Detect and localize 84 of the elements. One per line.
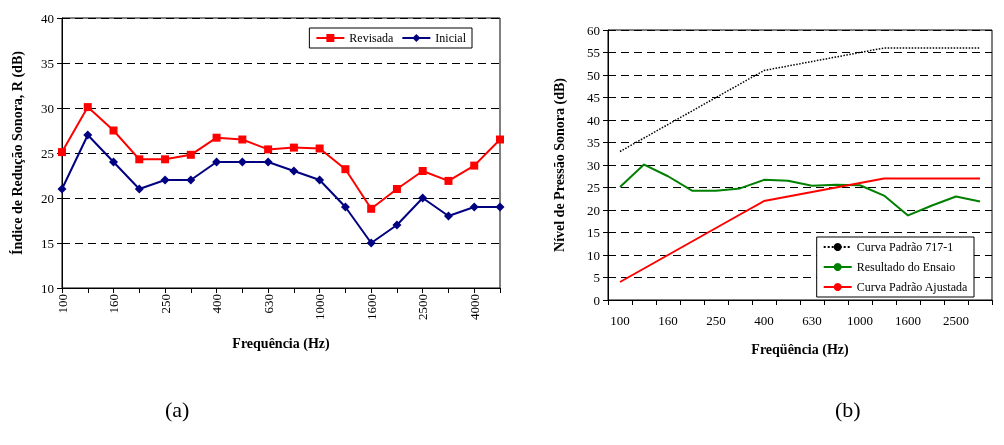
x-tick-label: 2500 bbox=[415, 294, 431, 320]
x-tick-label: 100 bbox=[54, 294, 70, 314]
y-tick-label: 55 bbox=[587, 45, 600, 60]
x-axis-title: Frequência (Hz) bbox=[232, 335, 330, 352]
point bbox=[392, 185, 401, 193]
x-tick-label: 4000 bbox=[466, 294, 482, 320]
point bbox=[469, 202, 479, 212]
point bbox=[315, 144, 324, 153]
point bbox=[238, 135, 247, 144]
x-tick-label: 160 bbox=[106, 294, 122, 314]
y-tick-label: 10 bbox=[41, 280, 54, 296]
x-tick-label: 630 bbox=[802, 313, 822, 328]
point bbox=[418, 167, 427, 175]
point bbox=[495, 202, 505, 212]
x-tick-label: 630 bbox=[260, 294, 276, 314]
point bbox=[470, 161, 479, 170]
y-tick-label: 50 bbox=[587, 67, 600, 83]
y-tick-label: 30 bbox=[587, 157, 600, 173]
point bbox=[161, 155, 170, 164]
line-series bbox=[619, 163, 981, 217]
point bbox=[392, 220, 402, 230]
y-tick-label: 35 bbox=[587, 135, 600, 150]
point bbox=[341, 165, 350, 174]
point bbox=[83, 130, 93, 140]
legend-label: Revisada bbox=[349, 31, 395, 45]
point bbox=[109, 157, 119, 167]
point bbox=[58, 148, 66, 157]
point bbox=[83, 103, 92, 112]
legend-label: Curva Padrão 717-1 bbox=[856, 240, 954, 254]
y-tick-label: 60 bbox=[587, 22, 600, 38]
point bbox=[289, 166, 299, 176]
y-tick-label: 35 bbox=[41, 55, 54, 71]
y-tick-label: 5 bbox=[593, 270, 600, 285]
legend-label: Curva Padrão Ajustada bbox=[856, 280, 969, 294]
y-tick-label: 45 bbox=[587, 90, 600, 105]
point bbox=[109, 126, 118, 135]
y-tick-label: 25 bbox=[587, 180, 600, 195]
x-tick-label: 1000 bbox=[312, 294, 328, 320]
point bbox=[57, 184, 67, 194]
point bbox=[135, 155, 144, 164]
y-tick-label: 15 bbox=[41, 235, 54, 251]
y-tick-label: 0 bbox=[593, 292, 600, 308]
point bbox=[134, 184, 144, 194]
y-axis-title: Nível de Pressão Sonora (dB) bbox=[551, 77, 568, 252]
y-tick-label: 10 bbox=[587, 247, 600, 263]
x-axis-title: Freqüência (Hz) bbox=[751, 341, 849, 358]
point bbox=[212, 133, 221, 142]
point bbox=[289, 143, 298, 152]
point bbox=[443, 211, 453, 221]
point bbox=[186, 150, 195, 159]
point bbox=[418, 193, 428, 203]
y-tick-label: 20 bbox=[587, 202, 600, 218]
x-tick-label: 100 bbox=[610, 313, 630, 328]
line-series bbox=[619, 177, 981, 283]
y-tick-label: 20 bbox=[41, 190, 54, 206]
point bbox=[186, 175, 196, 185]
point bbox=[315, 175, 325, 185]
y-tick-label: 30 bbox=[41, 100, 54, 116]
legend-label: Resultado do Ensaio bbox=[856, 260, 956, 274]
point bbox=[264, 145, 273, 154]
point bbox=[444, 176, 453, 185]
text: (b) bbox=[835, 396, 861, 422]
x-tick-label: 1600 bbox=[895, 313, 921, 328]
text: (a) bbox=[165, 396, 190, 422]
y-tick-label: 40 bbox=[587, 112, 600, 128]
point bbox=[160, 175, 170, 185]
y-tick-label: 40 bbox=[41, 10, 54, 26]
x-tick-label: 1000 bbox=[847, 313, 873, 328]
x-tick-label: 250 bbox=[706, 313, 726, 328]
x-tick-label: 1600 bbox=[363, 294, 379, 320]
y-axis-title: Índice de Redução Sonora, R (dB) bbox=[8, 50, 26, 255]
legend-label: Inicial bbox=[435, 31, 467, 45]
x-tick-label: 250 bbox=[157, 294, 173, 314]
x-tick-label: 2500 bbox=[943, 313, 969, 328]
point bbox=[263, 157, 273, 167]
x-tick-label: 160 bbox=[658, 313, 678, 328]
y-tick-label: 15 bbox=[587, 225, 600, 240]
y-tick-label: 25 bbox=[41, 145, 54, 161]
x-tick-label: 400 bbox=[209, 294, 225, 314]
point bbox=[367, 204, 376, 213]
point bbox=[340, 202, 350, 212]
x-tick-label: 400 bbox=[754, 313, 774, 328]
point bbox=[366, 238, 376, 248]
point bbox=[496, 135, 504, 144]
